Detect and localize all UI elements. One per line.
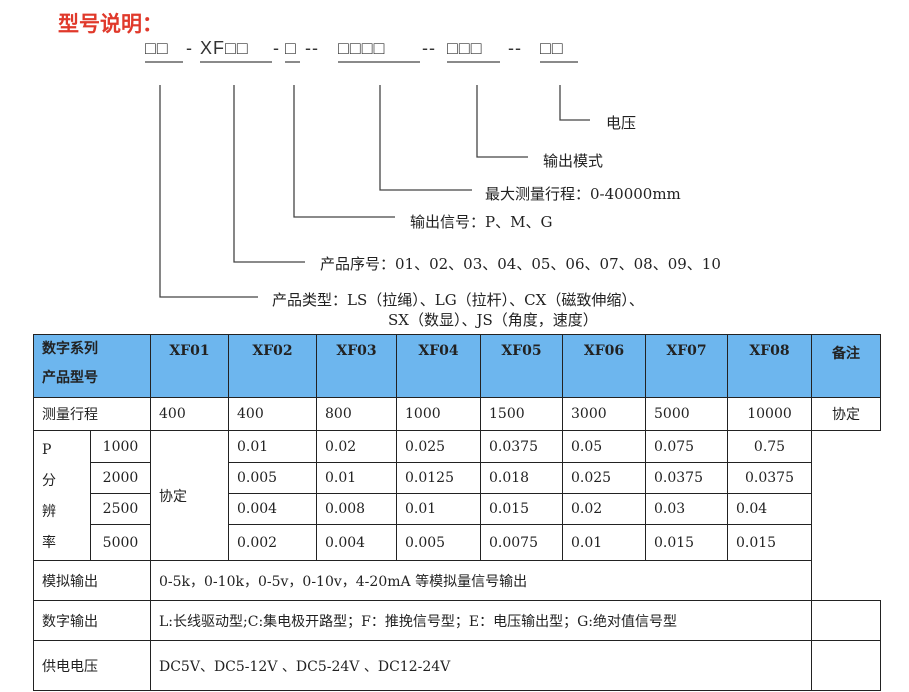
empty-cell [811,600,881,641]
analog-label: 模拟输出 [33,560,151,601]
resolution-label-char: 辨 [42,504,56,520]
range-label: 测量行程 [33,397,151,431]
range-cell: 3000 [562,397,646,431]
digital-row: 数字输出 L:长线驱动型;C:集电极开路型；F：推挽信号型；E：电压输出型；G:… [33,600,881,641]
resolution-cell: 0.075 [645,430,728,463]
code-voltage: □□ [540,38,564,58]
digital-label: 数字输出 [33,600,151,641]
header-model: XF07 [645,334,728,398]
resolution-cell: 0.0375 [480,430,563,463]
resolution-row: 2500 0.004 0.008 0.01 0.015 0.02 0.03 0.04 [34,493,881,525]
resolution-cell: 0.01 [562,524,646,561]
resolution-cell: 0.002 [228,524,317,561]
resolution-cell: 0.025 [396,430,481,463]
resolution-row: P 分辨率 1000 协定 0.01 0.02 0.025 0.0375 0.05 0.075 0.… [33,430,881,561]
code-dash: - [273,38,280,58]
pulse-cell: 1000 [90,430,151,463]
digital-value: L:长线驱动型;C:集电极开路型；F：推挽信号型；E：电压输出型；G:绝对值信号… [150,600,812,641]
range-cell: 1500 [480,397,563,431]
resolution-row: 5000 0.002 0.004 0.005 0.0075 0.01 0.015 0.015 [34,524,881,561]
label-type-1: 产品类型：LS（拉绳）、LG（拉杆）、CX（磁致伸缩）、 [272,291,644,309]
pulse-cell: 2000 [90,462,151,494]
resolution-label-char: P [42,442,52,458]
header-model: XF03 [316,334,397,398]
remark-cell: 协定 [811,397,881,431]
resolution-cell: 0.01 [228,430,317,463]
code-type: □□ [145,38,169,58]
range-cell: 1000 [396,397,481,431]
range-row: 测量行程 400 400 800 1000 1500 3000 5000 100… [33,397,881,431]
code-dash: -- [508,38,522,58]
code-serial: XF□□ [200,38,249,58]
range-cell: 10000 [727,397,812,431]
code-range: □□□□ [338,38,386,58]
range-cell: 5000 [645,397,728,431]
range-cell: 400 [228,397,317,431]
empty-cell [811,640,881,691]
code-dash: - [186,38,193,58]
label-max-range: 最大测量行程：0-40000mm [485,185,681,203]
code-dash: -- [422,38,436,58]
resolution-cell: 0.01 [316,462,397,494]
code-dash: -- [305,38,319,58]
range-cell: 400 [150,397,229,431]
resolution-cell: 0.015 [645,524,728,561]
power-value: DC5V、DC5-12V 、DC5-24V 、DC12-24V [150,640,812,691]
resolution-label-char: 率 [42,535,56,551]
resolution-cell: 0.004 [316,524,397,561]
pulse-cell: 2500 [90,493,151,525]
resolution-cell: 0.005 [228,462,317,494]
xf01-resolution: 协定 [150,430,229,561]
header-model: XF04 [396,334,481,398]
code-mode: □□□ [447,38,483,58]
resolution-cell: 0.01 [396,493,481,525]
header-row: 数字系列产品型号 XF01 XF02 XF03 XF04 XF05 XF06 X… [33,334,881,398]
resolution-cell: 0.008 [316,493,397,525]
page-title: 型号说明： [58,12,163,36]
analog-row: 模拟输出 0-5k，0-10k，0-5v，0-10v，4-20mA 等模拟量信号… [33,560,881,601]
callout-lines [145,61,590,298]
power-label: 供电电压 [33,640,151,691]
label-serial: 产品序号：01、02、03、04、05、06、07、08、09、10 [320,255,721,273]
resolution-cell: 0.0075 [480,524,563,561]
range-cell: 800 [316,397,397,431]
resolution-cell: 0.015 [727,524,812,561]
resolution-cell: 0.04 [727,493,812,525]
resolution-cell: 0.015 [480,493,563,525]
header-model: XF06 [562,334,646,398]
header-remark: 备注 [811,334,881,398]
analog-value: 0-5k，0-10k，0-5v，0-10v，4-20mA 等模拟量信号输出 [150,560,812,601]
label-output-signal: 输出信号：P、M、G [410,213,553,231]
pulse-cell: 5000 [90,524,151,561]
label-type-2: SX（数显）、JS（角度，速度） [388,311,598,329]
resolution-label-char: 分 [42,473,56,489]
resolution-cell: 0.03 [645,493,728,525]
label-voltage: 电压 [606,114,637,132]
label-output-mode: 输出模式 [543,152,604,170]
header-model: XF01 [150,334,229,398]
resolution-cell: 0.018 [480,462,563,494]
resolution-cell: 0.0375 [645,462,728,494]
spec-table: 数字系列产品型号 XF01 XF02 XF03 XF04 XF05 XF06 X… [33,334,881,691]
header-model: XF02 [228,334,317,398]
header-series: 数字系列 产品型号 [33,334,151,398]
power-row: 供电电压 DC5V、DC5-12V 、DC5-24V 、DC12-24V [33,640,881,691]
resolution-cell: 0.0125 [396,462,481,494]
resolution-cell: 0.0375 [727,462,812,494]
resolution-cell: 0.005 [396,524,481,561]
resolution-cell: 0.02 [562,493,646,525]
resolution-cell: 0.05 [562,430,646,463]
resolution-cell: 0.025 [562,462,646,494]
resolution-cell: 0.02 [316,430,397,463]
header-line-2: 产品型号 [42,370,98,386]
resolution-cell: 0.004 [228,493,317,525]
header-model: XF08 [727,334,812,398]
header-line-1: 数字系列 [42,341,98,357]
resolution-cell: 0.75 [727,430,812,463]
header-model: XF05 [480,334,563,398]
code-signal: □ [285,38,297,58]
